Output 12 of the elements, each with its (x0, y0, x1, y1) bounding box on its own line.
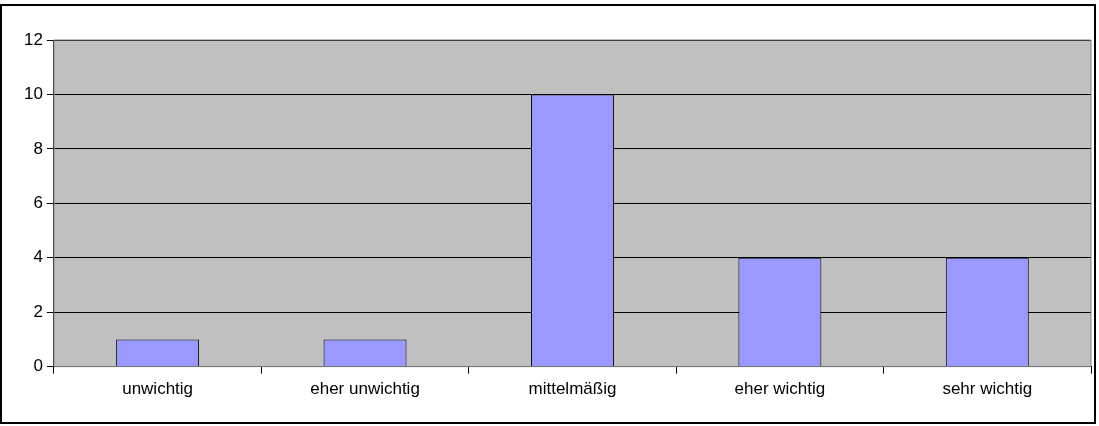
y-tick-label: 12 (23, 29, 43, 49)
y-tick-label: 4 (33, 247, 43, 267)
x-tick-label: unwichtig (122, 379, 194, 399)
x-tick-label: mittelmäßig (528, 379, 617, 399)
y-tick-label: 2 (33, 301, 43, 321)
y-tick-label: 10 (23, 84, 43, 104)
x-tick-label: eher wichtig (734, 379, 826, 399)
y-tick-label: 6 (33, 192, 43, 212)
y-tick-label: 0 (33, 356, 43, 376)
y-tick-label: 8 (33, 138, 43, 158)
x-tick-label: sehr wichtig (942, 379, 1033, 399)
x-tick-label: eher unwichtig (310, 379, 420, 399)
